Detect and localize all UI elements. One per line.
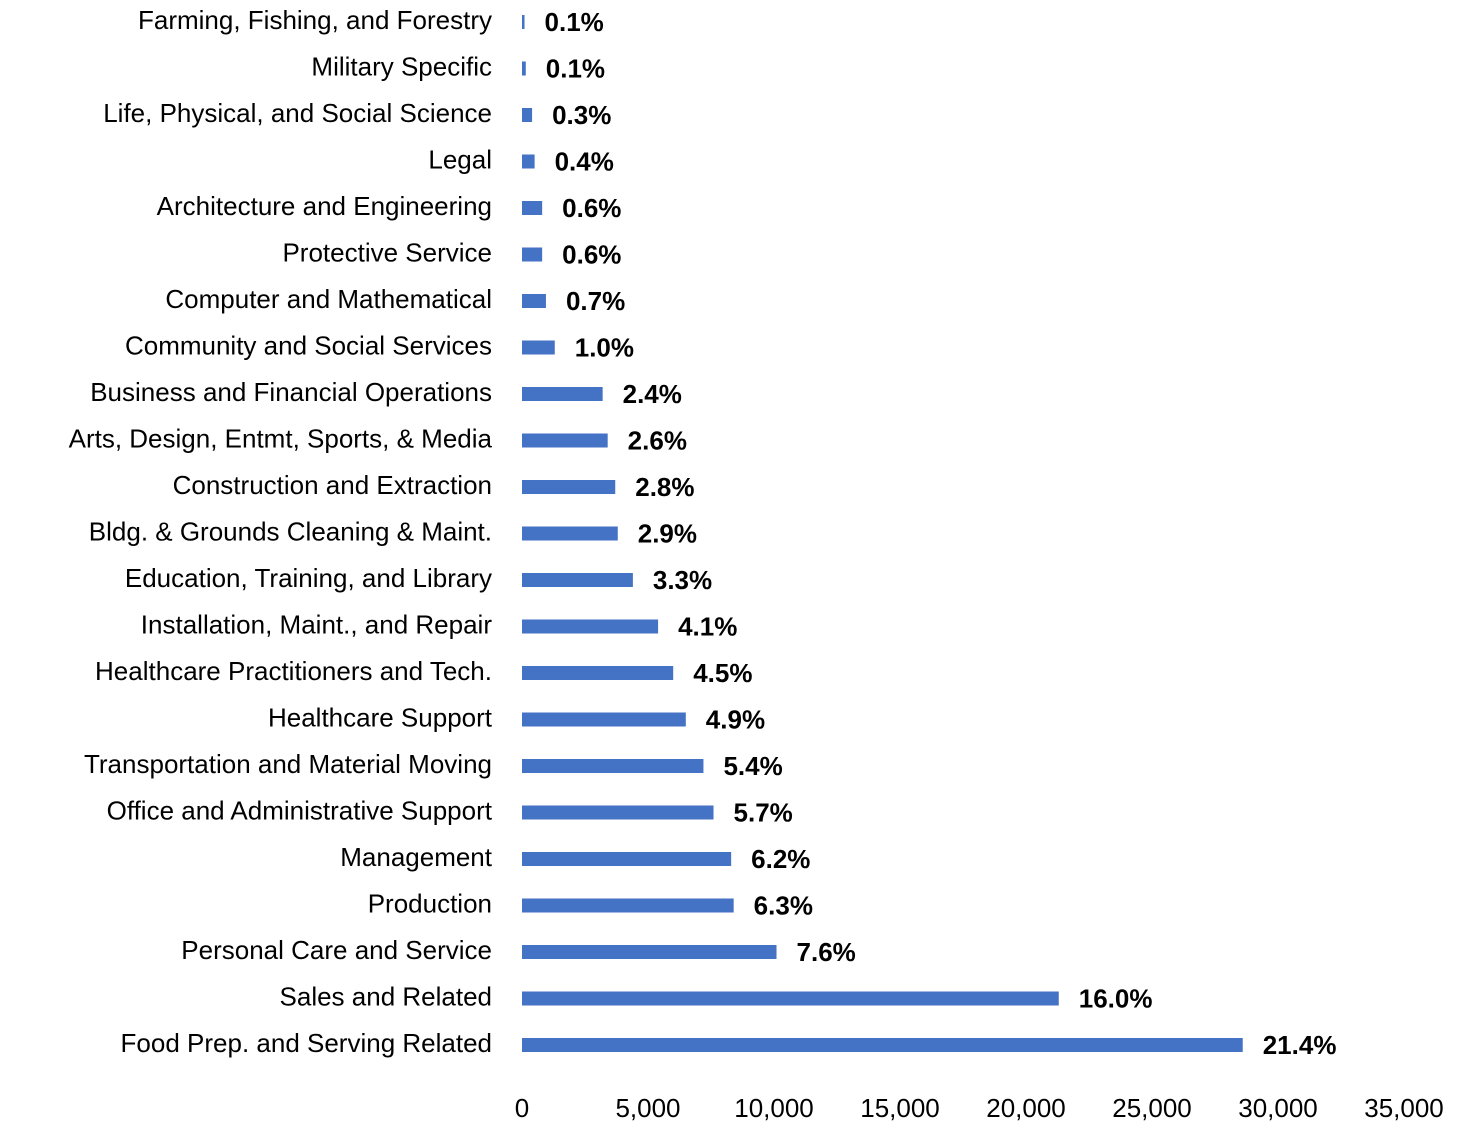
value-label: 2.6% [628,425,687,455]
x-tick-label: 25,000 [1112,1093,1192,1123]
value-label: 6.3% [754,890,813,920]
x-tick-label: 10,000 [734,1093,814,1123]
bar [522,991,1059,1006]
value-label: 3.3% [653,565,712,595]
value-label: 21.4% [1263,1030,1337,1060]
x-tick-label: 0 [515,1093,529,1123]
bar [522,666,674,680]
y-tick-label: Office and Administrative Support [107,795,493,825]
value-label: 5.4% [723,751,782,781]
y-tick-label: Arts, Design, Entmt, Sports, & Media [69,423,493,453]
bar [522,15,525,29]
y-tick-label: Personal Care and Service [181,935,492,965]
bar [522,61,526,76]
value-label: 0.1% [546,53,605,83]
value-label: 5.7% [734,797,793,827]
value-label: 4.5% [693,658,752,688]
value-label: 7.6% [797,937,856,967]
value-label: 2.8% [635,472,694,502]
value-label: 1.0% [575,332,634,362]
value-label: 0.6% [562,193,621,223]
value-label: 0.1% [545,7,604,37]
bar [522,387,603,401]
y-tick-label: Protective Service [282,237,492,267]
value-label: 2.9% [638,518,697,548]
bar [522,898,734,913]
x-tick-label: 35,000 [1364,1093,1444,1123]
y-tick-label: Healthcare Practitioners and Tech. [95,656,492,686]
value-label: 4.9% [706,704,765,734]
x-tick-label: 15,000 [860,1093,940,1123]
y-tick-label: Production [368,888,492,918]
x-tick-label: 20,000 [986,1093,1066,1123]
value-label: 0.3% [552,100,611,130]
y-tick-label: Military Specific [311,51,492,81]
bar [522,805,714,820]
value-label: 16.0% [1079,983,1153,1013]
bar [522,108,533,122]
y-tick-label: Sales and Related [280,981,492,1011]
bar [522,247,543,262]
bar [522,852,732,866]
x-tick-label: 5,000 [615,1093,680,1123]
y-tick-label: Life, Physical, and Social Science [103,98,492,128]
y-tick-label: Healthcare Support [268,702,493,732]
bar [522,573,633,587]
y-tick-label: Bldg. & Grounds Cleaning & Maint. [89,516,492,546]
value-label: 4.1% [678,611,737,641]
bar [522,340,555,355]
y-tick-label: Architecture and Engineering [157,191,492,221]
bar [522,712,686,727]
bar [522,433,608,448]
x-tick-label: 30,000 [1238,1093,1318,1123]
value-label: 6.2% [751,844,810,874]
bar [522,201,543,215]
y-tick-label: Farming, Fishing, and Forestry [138,5,492,35]
bar [522,1038,1243,1052]
y-tick-label: Community and Social Services [125,330,492,360]
y-tick-label: Legal [428,144,492,174]
bar [522,945,777,959]
y-tick-label: Food Prep. and Serving Related [121,1028,492,1058]
y-tick-label: Installation, Maint., and Repair [141,609,493,639]
bar [522,294,546,308]
y-tick-label: Computer and Mathematical [165,284,492,314]
y-tick-label: Education, Training, and Library [125,563,492,593]
value-label: 0.6% [562,239,621,269]
bar [522,619,659,634]
y-tick-label: Transportation and Material Moving [84,749,492,779]
value-label: 0.4% [555,146,614,176]
value-label: 0.7% [566,286,625,316]
bar [522,759,704,773]
bar [522,154,535,169]
y-tick-label: Business and Financial Operations [90,377,492,407]
y-tick-label: Management [340,842,493,872]
bar [522,526,618,541]
bar [522,480,616,494]
y-tick-label: Construction and Extraction [173,470,492,500]
value-label: 2.4% [623,379,682,409]
